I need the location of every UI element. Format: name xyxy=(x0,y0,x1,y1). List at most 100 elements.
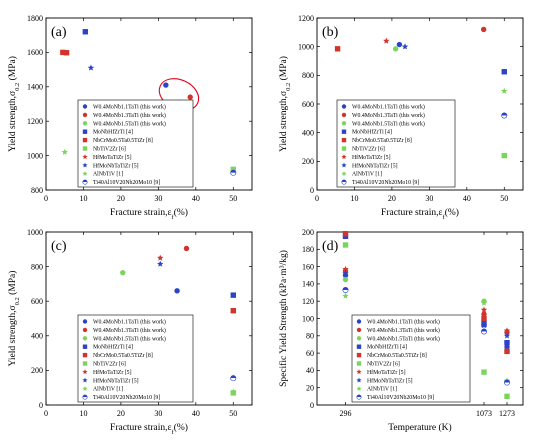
data-point-bottom xyxy=(481,331,487,335)
data-point xyxy=(503,379,510,386)
data-point-top xyxy=(230,170,236,173)
x-tick-label: 1273 xyxy=(499,409,515,418)
data-point xyxy=(230,169,237,176)
data-point xyxy=(342,265,349,272)
x-tick-label: 0 xyxy=(315,194,319,203)
legend-marker-bottom xyxy=(82,397,88,400)
legend-marker xyxy=(82,129,88,134)
data-point xyxy=(230,375,237,382)
x-tick-label: 10 xyxy=(350,194,358,203)
legend-marker xyxy=(82,112,88,118)
data-point xyxy=(481,315,487,322)
data-point xyxy=(342,292,349,299)
x-tick-label: 50 xyxy=(229,194,237,203)
chart-panel-3: 0 20 40 60 80 100 120 140 160 180 200 296 1073 1273 Te… xyxy=(278,228,524,433)
legend-label: NbTiV2Zr [6] xyxy=(93,147,126,153)
data-point-ring xyxy=(503,379,510,386)
legend-label: W0.4MoNb1.3TaTi (this work) xyxy=(352,112,425,119)
data-point xyxy=(503,332,511,339)
y-tick-label: 800 xyxy=(302,71,314,80)
data-point xyxy=(501,152,507,159)
x-axis-label: Fracture strain,εf(%) xyxy=(110,422,188,436)
data-point-bottom xyxy=(230,378,236,381)
data-point-ring xyxy=(230,169,237,176)
legend-marker xyxy=(82,344,88,349)
y-tick-label: 200 xyxy=(31,366,43,375)
data-point xyxy=(120,269,126,276)
data-point xyxy=(174,288,180,294)
data-point xyxy=(230,292,236,298)
data-point xyxy=(342,286,349,293)
data-point-ring xyxy=(501,112,508,119)
data-point xyxy=(82,29,89,35)
y-tick-label: 1200 xyxy=(27,117,43,126)
x-tick-label: 50 xyxy=(229,409,237,418)
legend-label: MoNbHfZrTi [4] xyxy=(367,344,407,351)
y-tick-label: 180 xyxy=(302,245,314,254)
legend-label: Ti40Al10V20Nb20Mo10 [9] xyxy=(352,180,419,186)
legend-marker-ring xyxy=(82,394,88,400)
legend-marker xyxy=(82,121,88,126)
legend-marker xyxy=(82,179,88,185)
legend-marker xyxy=(341,121,347,126)
legend-label: W0.4MoNb1.1TaTi (this work) xyxy=(367,319,440,326)
x-tick-label: 1073 xyxy=(476,409,492,418)
data-point xyxy=(342,231,349,237)
x-tick-label: 50 xyxy=(500,194,508,203)
panel-label: (a) xyxy=(51,25,67,40)
data-point xyxy=(481,311,487,317)
data-point xyxy=(480,299,488,306)
data-point xyxy=(342,242,349,248)
data-point-ring xyxy=(480,328,487,335)
data-point-ring xyxy=(230,375,237,382)
legend-label: HfMoNbTaTiZr [5] xyxy=(367,377,413,384)
y-tick-label: 1200 xyxy=(298,14,314,23)
y-tick-label: 1800 xyxy=(27,14,43,23)
legend-marker xyxy=(82,162,88,168)
legend-marker xyxy=(356,336,362,341)
legend-marker xyxy=(82,146,88,151)
data-point xyxy=(163,82,169,88)
y-tick-label: 0 xyxy=(310,401,314,410)
legend: W0.4MoNb1.1TaTi (this work)W0.4MoNb1.3Ta… xyxy=(351,314,471,403)
legend-marker xyxy=(82,361,88,366)
y-axis-label-subscript: 0.2 xyxy=(14,83,21,91)
data-point-bottom xyxy=(504,382,510,386)
x-tick-label: 0 xyxy=(44,194,48,203)
y-tick-label: 40 xyxy=(306,366,314,375)
legend-label: W0.4MoNb1.5TaTi (this work) xyxy=(93,120,166,127)
legend-marker xyxy=(341,162,347,168)
legend-label: HfMoTaTiZr [5] xyxy=(352,154,391,161)
data-point xyxy=(501,112,508,119)
data-point xyxy=(481,369,487,375)
legend-marker-ring xyxy=(356,394,362,400)
y-tick-label: 20 xyxy=(306,384,314,393)
y-tick-label: 60 xyxy=(306,349,314,358)
x-axis-label-unit: (%) xyxy=(174,207,188,218)
data-point xyxy=(504,340,510,346)
legend-marker xyxy=(341,146,347,151)
y-tick-label: 0 xyxy=(39,401,43,410)
data-point xyxy=(183,245,190,252)
legend-marker xyxy=(82,369,88,375)
legend-marker-bottom xyxy=(82,182,88,185)
data-point-top xyxy=(501,112,507,116)
legend-label: AlNbTiV [1] xyxy=(367,387,397,393)
x-axis-label-subscript: f xyxy=(172,214,175,221)
legend-label: MoNbHfZrTi [4] xyxy=(93,344,133,351)
legend-label: AlNbTiV [1] xyxy=(93,387,123,393)
legend-marker xyxy=(82,170,88,176)
legend-label: AlNbTiV [1] xyxy=(352,172,382,178)
data-point xyxy=(342,276,349,283)
data-point xyxy=(187,94,193,100)
y-tick-label: 400 xyxy=(31,332,43,341)
legend-label: W0.4MoNb1.5TaTi (this work) xyxy=(367,335,440,342)
x-tick-label: 10 xyxy=(79,194,87,203)
legend-label: HfMoTaTiZr [5] xyxy=(367,369,406,376)
legend-marker xyxy=(82,327,88,333)
legend-marker xyxy=(341,129,347,134)
data-point xyxy=(396,41,403,48)
y-axis-label: Specific Yield Strength (kPa·m³/kg) xyxy=(278,250,289,387)
y-tick-label: 800 xyxy=(31,186,43,195)
legend-marker xyxy=(356,344,362,349)
